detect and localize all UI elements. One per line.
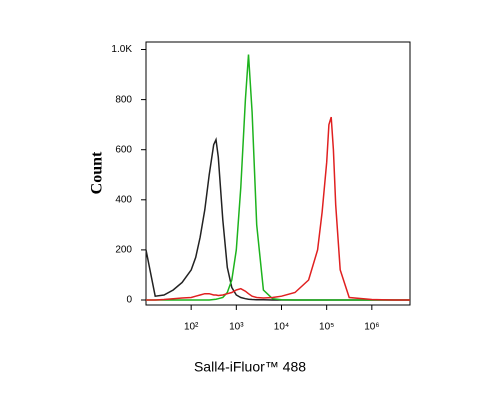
x-axis-label: Sall4-iFluor™ 488 [194,359,306,375]
x-tick-label: 10⁶ [364,322,379,333]
histogram-line [145,137,410,301]
y-tick-label: 200 [115,245,132,256]
x-tick-label: 10⁴ [274,322,289,333]
x-tick-label: 10⁵ [319,322,334,333]
y-tick-label: 1.0K [111,44,132,55]
x-tick-label: 10³ [229,322,244,333]
histogram-line [146,54,410,301]
y-tick-label: 600 [115,144,132,155]
histogram-line [146,116,410,301]
y-axis-label: Count [89,151,106,194]
plot-frame [145,41,411,306]
y-tick-label: 0 [126,295,132,306]
y-tick-label: 400 [115,194,132,205]
x-tick-label: 10² [184,322,199,333]
y-tick-label: 800 [115,94,132,105]
